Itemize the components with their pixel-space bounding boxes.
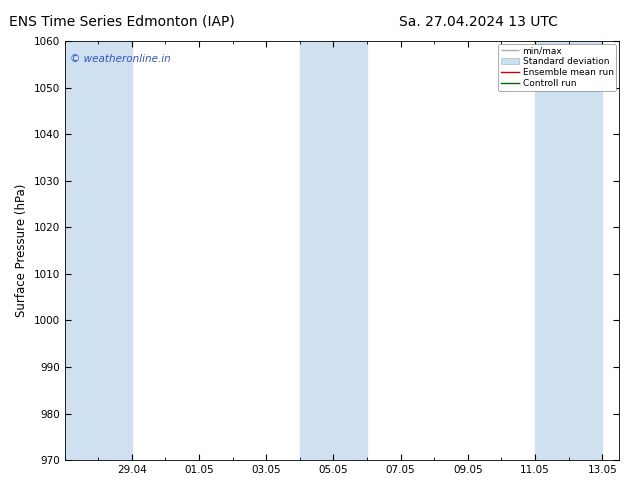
Bar xyxy=(535,41,602,460)
Text: Sa. 27.04.2024 13 UTC: Sa. 27.04.2024 13 UTC xyxy=(399,15,559,29)
Bar xyxy=(300,41,367,460)
Bar xyxy=(65,41,132,460)
Text: ENS Time Series Edmonton (IAP): ENS Time Series Edmonton (IAP) xyxy=(9,15,235,29)
Y-axis label: Surface Pressure (hPa): Surface Pressure (hPa) xyxy=(15,184,28,318)
Legend: min/max, Standard deviation, Ensemble mean run, Controll run: min/max, Standard deviation, Ensemble me… xyxy=(498,44,616,91)
Text: © weatheronline.in: © weatheronline.in xyxy=(70,53,171,64)
